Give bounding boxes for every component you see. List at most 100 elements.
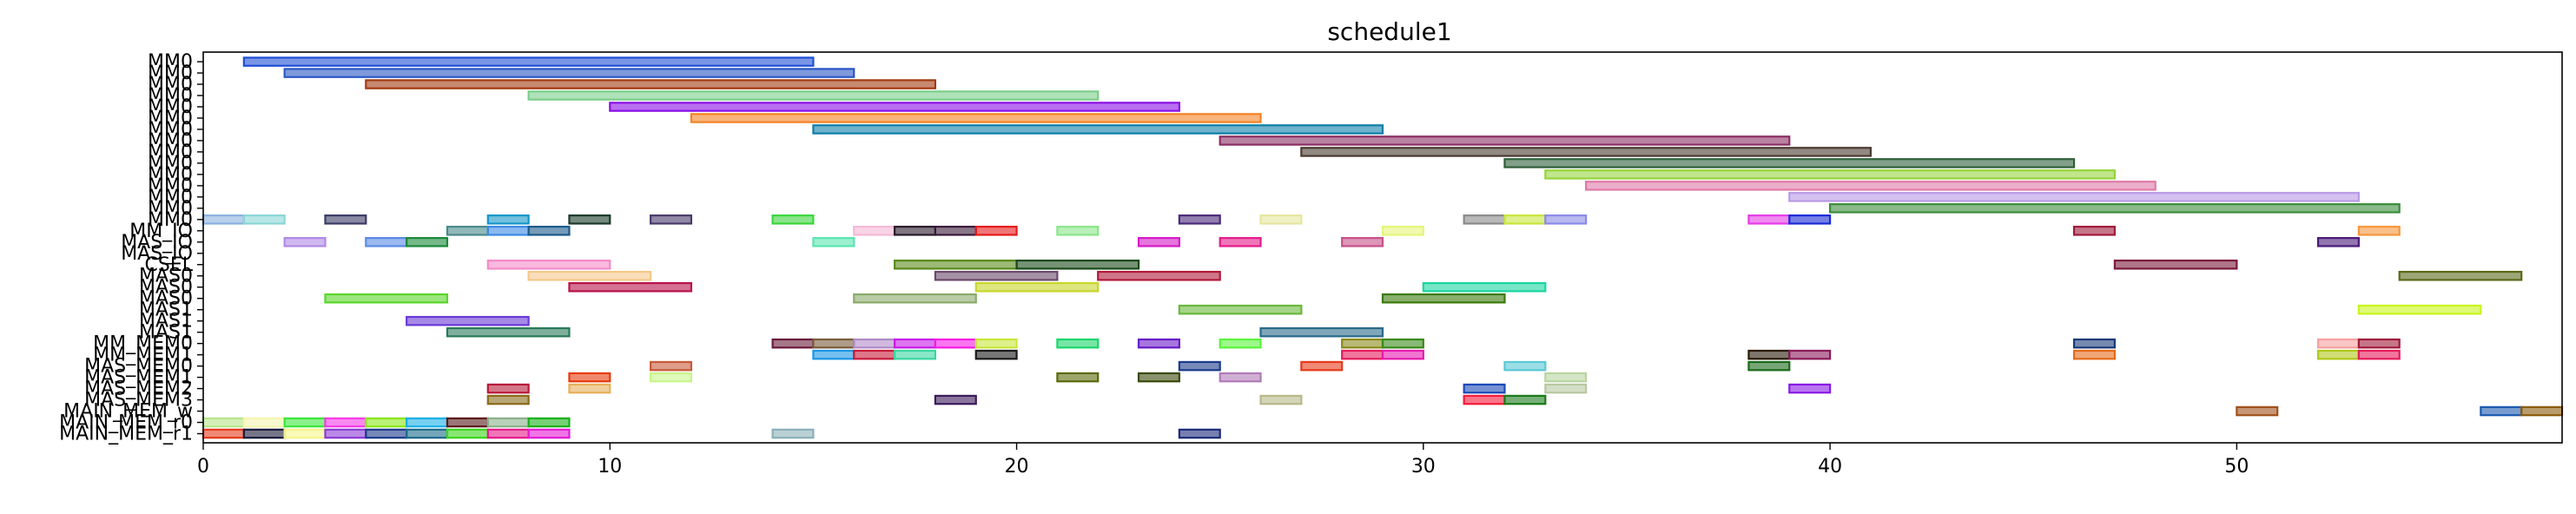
- task-bar: [486, 428, 530, 439]
- task-bar: [1747, 214, 1791, 225]
- task-bar: [853, 293, 977, 304]
- task-bar: [1381, 293, 1506, 304]
- y-tick-label: MM0: [148, 85, 193, 107]
- task-bar: [2316, 349, 2360, 360]
- task-bar: [609, 102, 1180, 112]
- task-bar: [974, 338, 1018, 349]
- task-bar: [1503, 158, 2076, 168]
- task-bar: [527, 270, 652, 281]
- task-bar: [486, 226, 530, 236]
- task-bar: [365, 79, 936, 89]
- task-bar: [2236, 405, 2279, 417]
- task-bar: [486, 394, 530, 405]
- task-bar: [1015, 259, 1140, 270]
- task-bar: [365, 237, 408, 247]
- task-bar: [771, 214, 815, 225]
- task-bar: [893, 259, 1018, 270]
- task-bar: [1788, 349, 1832, 360]
- task-bar: [1219, 237, 1262, 247]
- task-bar: [1097, 270, 1221, 281]
- task-bar: [1178, 428, 1221, 439]
- x-tick-label: 40: [1818, 456, 1842, 478]
- task-bar: [201, 214, 245, 225]
- x-tick-label: 10: [598, 456, 622, 478]
- task-bar: [2316, 237, 2360, 247]
- task-bar: [812, 124, 1384, 135]
- task-bar: [812, 237, 855, 247]
- task-bar: [1463, 214, 1506, 225]
- task-bar: [1300, 360, 1344, 372]
- task-bar: [934, 338, 977, 349]
- task-bar: [1503, 360, 1547, 372]
- y-tick-label: MM0: [148, 175, 193, 197]
- task-bar: [486, 383, 530, 394]
- task-bar: [446, 226, 489, 236]
- y-tick-label: MM0: [148, 142, 193, 163]
- y-tick-label: MAS_MEM1: [84, 367, 193, 389]
- task-bar: [527, 417, 571, 428]
- task-bar: [853, 338, 896, 349]
- task-bar: [1178, 360, 1221, 372]
- task-bar: [934, 226, 977, 236]
- task-bar: [1219, 372, 1262, 383]
- task-bar: [1137, 338, 1180, 349]
- task-bar: [283, 417, 327, 428]
- task-bar: [2072, 349, 2116, 360]
- task-bar: [2357, 338, 2401, 349]
- y-tick-label: MAS1: [139, 322, 193, 344]
- y-tick-label: MAS_MEM0: [84, 356, 193, 378]
- y-tick-label: MM0: [148, 209, 193, 231]
- chart-title: schedule1: [1327, 17, 1451, 46]
- task-bar: [406, 417, 449, 428]
- task-bar: [324, 214, 367, 225]
- task-bar: [2357, 349, 2401, 360]
- task-bar: [1219, 338, 1262, 349]
- task-bar: [1544, 214, 1588, 225]
- task-bar: [527, 226, 571, 236]
- y-tick-label: MM_MEM1: [93, 345, 193, 366]
- task-bar: [1056, 372, 1100, 383]
- y-tick-label: MAIN_MEM_r1: [59, 423, 193, 445]
- task-bar: [1788, 192, 2360, 202]
- y-tick-label: MAIN_MEM_r0: [59, 412, 193, 434]
- task-bar: [446, 326, 571, 338]
- task-bar: [568, 281, 693, 293]
- bars-layer: [201, 56, 2564, 439]
- y-tick-label: MM0: [148, 108, 193, 129]
- task-bar: [650, 372, 693, 383]
- plot-frame: [202, 51, 2563, 444]
- task-bar: [1137, 237, 1180, 247]
- y-tick-label: MAS_MEM3: [84, 390, 193, 412]
- task-bar: [690, 113, 1262, 123]
- task-bar: [893, 349, 936, 360]
- y-tick-label: MAS_IO: [121, 243, 193, 265]
- task-bar: [1463, 383, 1506, 394]
- y-tick-label: MM0: [148, 187, 193, 208]
- y-tick-label: MM_IO: [129, 221, 193, 242]
- task-bar: [2520, 405, 2564, 417]
- task-bar: [650, 214, 693, 225]
- x-tick-label: 0: [197, 456, 209, 478]
- task-bar: [1341, 237, 1384, 247]
- task-bar: [1056, 226, 1100, 236]
- task-bar: [2398, 270, 2523, 281]
- task-bar: [2316, 338, 2360, 349]
- task-bar: [853, 226, 896, 236]
- task-bar: [446, 428, 489, 439]
- task-bar: [1422, 281, 1547, 293]
- task-bar: [324, 428, 367, 439]
- task-bar: [2113, 259, 2238, 270]
- task-bar: [1544, 169, 2116, 180]
- task-bar: [812, 349, 855, 360]
- task-bar: [324, 417, 367, 428]
- task-bar: [1788, 214, 1832, 225]
- task-bar: [242, 417, 286, 428]
- task-bar: [365, 428, 408, 439]
- task-bar: [486, 214, 530, 225]
- x-axis: 0 10 20 30 40 50: [197, 443, 2249, 478]
- task-bar: [527, 428, 571, 439]
- y-axis: MM0MM0MM0MM0MM0MM0MM0MM0MM0MM0MM0MM0MM0M…: [59, 51, 203, 445]
- y-tick-label: MAIN_MEM_w: [63, 401, 193, 423]
- task-bar: [406, 428, 449, 439]
